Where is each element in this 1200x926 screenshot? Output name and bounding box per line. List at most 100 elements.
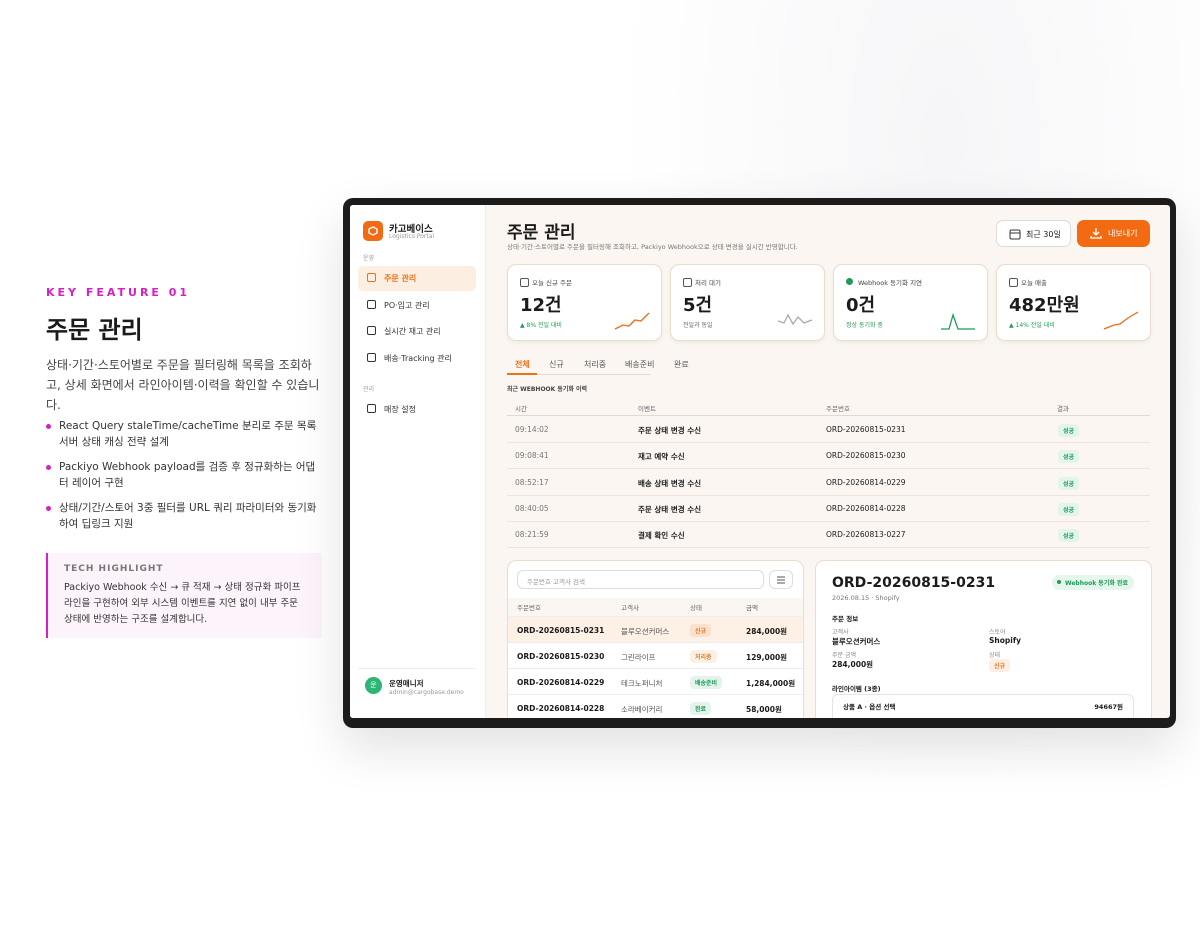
sync-badge: Webhook 동기화 완료 — [1051, 575, 1134, 590]
sync-badge-text: Webhook 동기화 완료 — [1064, 580, 1128, 587]
avatar: 운 — [365, 677, 382, 694]
tab[interactable]: 전체 — [515, 360, 530, 369]
event: 결제 확인 수신 — [638, 531, 685, 541]
order-row[interactable] — [508, 617, 803, 643]
eyebrow: KEY FEATURE 01 — [46, 286, 191, 299]
column-header: 주문번호 — [826, 405, 850, 413]
result-badge: 성공 — [1058, 476, 1080, 490]
header-rule — [507, 415, 1150, 416]
nav-label: 주문 관리 — [384, 274, 417, 283]
event: 재고 예약 수신 — [638, 452, 685, 462]
search-input[interactable]: 주문번호·고객사 검색 — [517, 570, 764, 589]
order-id: ORD-20260815-0231 — [826, 425, 906, 434]
order-row[interactable] — [508, 669, 803, 695]
highlight-label: TECH HIGHLIGHT — [64, 564, 164, 574]
kpi-note: ▲ 8% 전일 대비 — [520, 322, 562, 329]
nav-icon — [367, 352, 376, 362]
download-icon — [1090, 228, 1102, 239]
nav-item[interactable]: 매장 설정 — [358, 397, 476, 422]
tab[interactable]: 처리중 — [584, 360, 607, 369]
order-id: ORD-20260814-0229 — [826, 477, 906, 487]
result-badge: 성공 — [1058, 450, 1080, 464]
filter-button[interactable] — [769, 570, 793, 589]
amount: 129,000원 — [746, 653, 788, 662]
range-label: 최근 30일 — [1026, 230, 1061, 239]
kpi-label: 오늘 신규 주문 — [532, 279, 573, 287]
sparkline-path — [1103, 311, 1139, 330]
time: 09:08:41 — [515, 451, 549, 461]
field-label: 스토어 — [989, 629, 1006, 636]
event: 주문 상태 변경 수신 — [638, 504, 702, 514]
kpi-note: 정상 동기화 중 — [846, 322, 883, 329]
lines-title: 라인아이템 (3종) — [832, 685, 881, 693]
nav-label: 실시간 재고 관리 — [384, 327, 441, 336]
column-header: 시간 — [515, 405, 527, 413]
orders-header — [508, 598, 803, 617]
sidebar: 카고베이스 Logistics Portal 운영 주문 관리 PO·입고 관리 실시… — [350, 205, 486, 718]
bullet: React Query staleTime/cacheTime 분리로 주문 목… — [46, 418, 321, 450]
nav-item[interactable]: 배송·Tracking 관리 — [358, 346, 476, 371]
tab[interactable]: 완료 — [674, 360, 689, 369]
kpi-icon — [683, 278, 692, 287]
order-row[interactable] — [508, 643, 803, 669]
status-badge: 신규 — [989, 659, 1011, 672]
calendar-icon — [1009, 229, 1021, 240]
kpi-label: 처리 대기 — [695, 279, 721, 287]
kpi-note: 전일과 동일 — [683, 322, 713, 329]
search-placeholder: 주문번호·고객사 검색 — [527, 578, 585, 586]
result-badge: 성공 — [1058, 424, 1080, 437]
sparkline-path — [614, 312, 650, 330]
status-badge: 처리중 — [690, 650, 717, 663]
app-screen: 카고베이스 Logistics Portal 운영 주문 관리 PO·입고 관리 실시… — [350, 205, 1170, 718]
nav-group-label: 관리 — [363, 386, 375, 393]
amount: 1,284,000원 — [746, 679, 796, 688]
column-header: 고객사 — [621, 604, 639, 612]
time: 08:40:05 — [515, 503, 549, 513]
kpi-note: ▲ 14% 전일 대비 — [1009, 322, 1055, 329]
logo — [363, 221, 383, 241]
customer: 테크노퍼니처 — [621, 679, 663, 688]
detail-section: 주문 정보 — [832, 615, 859, 623]
column-header: 이벤트 — [638, 405, 656, 413]
order-id: ORD-20260815-0230 — [826, 451, 906, 461]
nav-item[interactable]: 주문 관리 — [358, 266, 476, 291]
time: 08:52:17 — [515, 477, 549, 487]
user-name: 운영매니저 — [389, 679, 424, 688]
detail-order-id: ORD-20260815-0231 — [832, 575, 996, 591]
brand-name: 카고베이스 — [389, 224, 433, 235]
range-button[interactable]: 최근 30일 — [996, 220, 1071, 247]
export-button[interactable]: 내보내기 — [1077, 220, 1150, 247]
nav-icon — [367, 273, 376, 282]
tab[interactable]: 신규 — [549, 360, 564, 369]
user-email: admin@cargobase.demo — [389, 689, 464, 696]
customer: 소라베이커리 — [621, 705, 663, 714]
order-id: ORD-20260814-0228 — [517, 704, 605, 713]
tech-highlight: TECH HIGHLIGHT Packiyo Webhook 수신 → 큐 적재… — [46, 553, 322, 638]
field-label: 상태 — [989, 652, 1001, 659]
row-rule — [507, 468, 1150, 470]
order-id: ORD-20260813-0227 — [826, 530, 906, 540]
kpi-card: 처리 대기 5건 전일과 동일 — [670, 264, 825, 341]
nav-label: PO·입고 관리 — [384, 300, 430, 310]
tab[interactable]: 배송준비 — [625, 360, 655, 369]
field-label: 고객사 — [832, 629, 849, 636]
sparkline — [941, 312, 975, 330]
nav-item[interactable]: PO·입고 관리 — [358, 293, 476, 318]
bullet: 상태/기간/스토어 3중 필터를 URL 쿼리 파라미터와 동기화하여 딥링크 … — [46, 500, 321, 532]
order-id: ORD-20260815-0231 — [517, 626, 605, 635]
field-label: 주문 금액 — [832, 652, 856, 659]
kpi-card: 오늘 신규 주문 12건 ▲ 8% 전일 대비 — [507, 264, 662, 341]
bullet: Packiyo Webhook payload를 검증 후 정규화하는 어댑터 … — [46, 459, 321, 491]
column-header: 금액 — [746, 604, 758, 612]
sparkline-path — [941, 312, 975, 330]
sparkline — [1103, 311, 1139, 330]
line-price: 94667원 — [1094, 703, 1123, 711]
kpi-value: 0건 — [846, 295, 876, 316]
order-id: ORD-20260815-0230 — [517, 652, 605, 661]
nav-item[interactable]: 실시간 재고 관리 — [358, 319, 476, 344]
field-value: 284,000원 — [832, 660, 874, 669]
customer: 그린라이프 — [621, 653, 656, 662]
kpi-icon — [846, 278, 853, 285]
column-header: 상태 — [690, 604, 702, 612]
feature-description: 상태·기간·스토어별로 주문을 필터링해 목록을 조회하고, 상세 화면에서 라… — [46, 358, 320, 412]
